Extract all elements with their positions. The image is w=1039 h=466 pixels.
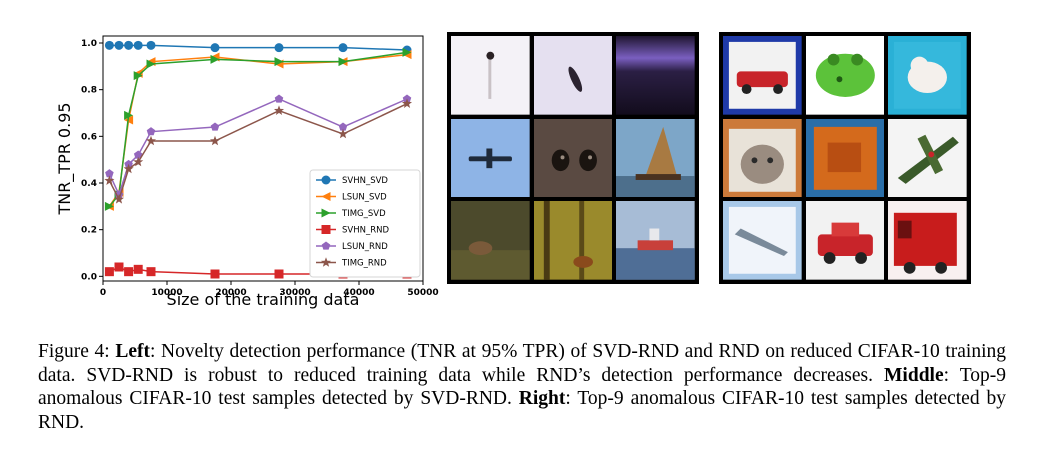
plot-frame <box>102 35 424 282</box>
right-sample-grid <box>719 32 971 284</box>
caption-prefix: Figure 4: <box>38 341 116 362</box>
series-timg-rnd <box>104 98 413 204</box>
data-point <box>104 201 114 211</box>
legend-label: LSUN_SVD <box>342 193 387 203</box>
sample-white-dog-blue-bg <box>888 36 967 115</box>
data-point <box>209 135 221 146</box>
data-point <box>113 194 125 204</box>
data-point <box>114 262 124 272</box>
legend-label: TIMG_RND <box>341 259 387 269</box>
data-point <box>104 175 115 185</box>
middle-sample-grid <box>447 32 699 284</box>
sample-red-car-toy <box>805 201 885 280</box>
legend-marker <box>320 257 332 267</box>
data-point <box>338 122 348 131</box>
data-point <box>124 40 134 50</box>
y-tick-label: 0.8 <box>81 86 97 96</box>
sample-red-truck <box>888 201 967 280</box>
sample-bird-on-post <box>451 36 530 115</box>
y-tick-label: 0.6 <box>81 132 97 142</box>
legend-box <box>309 169 421 278</box>
y-tick-label: 0.4 <box>81 179 97 189</box>
data-point <box>145 135 157 146</box>
sample-cat-face-closeup <box>533 118 613 198</box>
caption-right-label: Right <box>518 388 566 409</box>
data-point <box>210 122 220 131</box>
figure-caption: Figure 4: Left: Novelty detection perfor… <box>38 340 1006 434</box>
sample-orange-truck-toy <box>805 118 885 198</box>
data-point <box>124 110 134 120</box>
data-point <box>124 267 134 277</box>
sample-airplane-sketch <box>723 201 802 280</box>
data-point <box>274 57 284 67</box>
legend-label: LSUN_RND <box>342 242 388 252</box>
data-point <box>338 43 348 53</box>
data-point <box>133 40 143 50</box>
x-tick-label: 50000 <box>407 288 438 298</box>
data-point <box>146 127 156 136</box>
data-point <box>274 94 284 103</box>
sample-purple-dark-sky <box>616 36 695 115</box>
data-point <box>274 269 284 279</box>
sample-deer-in-forest <box>533 201 613 280</box>
caption-left-label: Left <box>115 341 150 362</box>
data-point <box>133 264 143 274</box>
data-point <box>338 57 348 67</box>
sample-deer-in-grass <box>451 201 530 280</box>
data-point <box>401 98 413 108</box>
data-point <box>274 43 284 53</box>
data-point <box>133 71 143 81</box>
data-point <box>273 105 285 115</box>
data-point <box>210 54 220 64</box>
chart-legend: SVHN_SVD LSUN_SVD TIMG_SVD SVHN_RND LSUN_RND… <box>309 169 421 278</box>
data-point <box>210 43 220 53</box>
novelty-detection-chart: 0 10000 20000 30000 40000 50000 0.0 0.2 0.4 0.6 0.… <box>55 35 439 309</box>
sample-red-car-blue-frame <box>723 36 802 115</box>
x-tick-label: 30000 <box>279 288 310 298</box>
data-point <box>210 269 220 279</box>
x-tick-label: 20000 <box>215 288 246 298</box>
data-point <box>146 40 156 50</box>
data-point <box>104 40 114 50</box>
legend-marker <box>321 241 331 250</box>
data-point <box>123 163 134 174</box>
y-tick-label: 0.2 <box>81 226 97 236</box>
sample-sailboat <box>616 118 695 198</box>
sample-green-frog <box>805 36 885 115</box>
x-tick-label: 0 <box>100 288 106 298</box>
data-point <box>402 47 412 57</box>
y-tick-label: 0.0 <box>81 272 97 282</box>
sample-bird-in-sky <box>533 36 613 115</box>
caption-middle-label: Middle <box>884 364 944 386</box>
caption-right-text: : Top-9 anomalous CIFAR-10 test samples … <box>38 388 1006 433</box>
caption-middle-text: : Top-9 anomalous CIFAR-10 test samples … <box>38 364 1006 410</box>
data-point <box>133 156 144 167</box>
sample-airplane-blue-sky <box>451 118 530 198</box>
caption-left-text: : Novelty detection performance (TNR at … <box>38 341 1006 386</box>
legend-marker <box>321 192 331 201</box>
y-tick-label: 1.0 <box>81 39 97 49</box>
data-point <box>104 267 114 277</box>
sample-green-airplane <box>888 118 967 198</box>
legend-label: TIMG_SVD <box>341 209 386 219</box>
x-tick-label: 10000 <box>151 288 182 298</box>
data-point <box>133 150 143 159</box>
legend-marker <box>321 208 331 218</box>
data-point <box>146 59 156 69</box>
legend-marker <box>321 175 331 185</box>
legend-marker <box>321 225 331 234</box>
sample-ship-on-water <box>616 201 695 280</box>
data-point <box>114 40 124 50</box>
data-point <box>146 267 156 277</box>
sample-cat-illustration <box>723 118 802 198</box>
legend-label: SVHN_RND <box>342 226 389 236</box>
y-axis-label: TNR_TPR 0.95 <box>55 102 75 215</box>
series-svhn-svd <box>104 40 412 55</box>
legend-label: SVHN_SVD <box>342 176 388 186</box>
x-tick-label: 40000 <box>343 288 374 298</box>
x-axis-label: Size of the training data <box>167 290 360 309</box>
data-point <box>105 169 114 178</box>
data-point <box>337 128 349 139</box>
